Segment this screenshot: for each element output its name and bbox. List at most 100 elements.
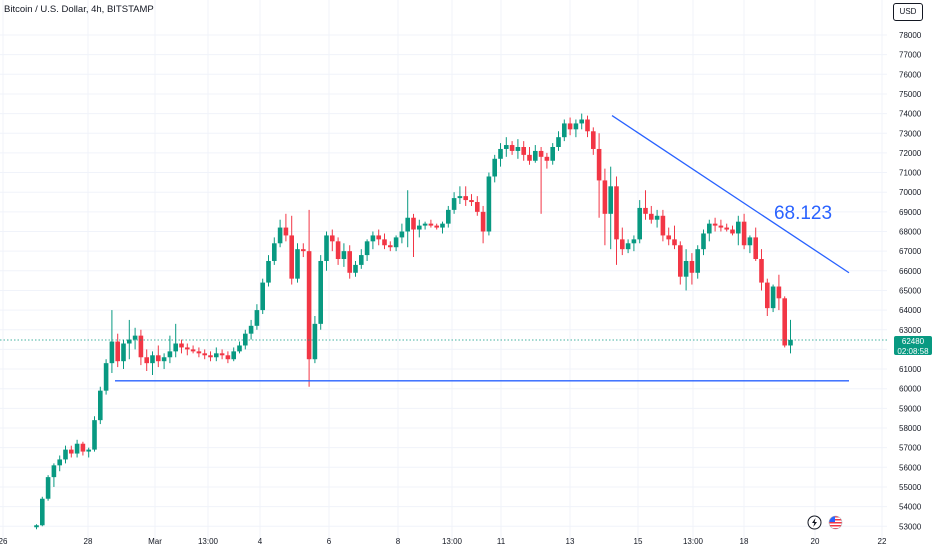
price-tick-label: 71000	[899, 169, 922, 178]
candle-body	[335, 241, 341, 260]
candle-body	[515, 147, 521, 151]
candle-body	[492, 158, 497, 177]
price-tick-label: 65000	[899, 286, 922, 295]
time-axis: 26 28 Mar 13:00 4 6 8 13:00 11 13 15 13:00 18 20 22	[0, 537, 887, 546]
bar-countdown: 02:08:58	[897, 347, 929, 356]
price-tick-label: 77000	[899, 51, 922, 60]
candle-body	[127, 339, 132, 344]
candle-body	[219, 353, 225, 356]
candle-body	[625, 243, 631, 250]
candle-body	[770, 286, 776, 309]
trend-line	[611, 115, 850, 274]
candle-body	[179, 343, 184, 348]
candle-body	[649, 213, 654, 220]
time-tick-label: 20	[811, 537, 820, 546]
candle-body	[214, 353, 219, 358]
candle-body	[695, 249, 700, 273]
time-tick-label: 13	[566, 537, 575, 546]
time-tick-label: 4	[258, 537, 263, 546]
time-tick-label: 26	[0, 537, 8, 546]
time-tick-label: 8	[396, 537, 401, 546]
candle-body	[736, 221, 741, 234]
candles	[34, 113, 793, 530]
candle-body	[672, 239, 677, 246]
candle-body	[393, 237, 399, 248]
time-tick-label: 13:00	[683, 537, 704, 546]
candle-body	[533, 150, 538, 161]
grid	[0, 0, 887, 540]
time-tick-label: 18	[740, 537, 749, 546]
candle-body	[324, 235, 329, 261]
candle-body	[417, 225, 422, 230]
candle-body	[283, 227, 289, 236]
candle-body	[202, 353, 207, 356]
candle-body	[51, 465, 57, 478]
candle-body	[167, 351, 173, 358]
time-tick-label: 13:00	[442, 537, 463, 546]
candle-body	[614, 186, 619, 240]
candle-body	[556, 137, 561, 148]
candle-body	[741, 221, 747, 246]
candle-body	[341, 251, 347, 260]
candle-body	[567, 123, 573, 130]
candle-body	[654, 215, 660, 220]
candle-body	[631, 239, 637, 244]
price-tick-label: 68000	[899, 228, 922, 237]
candle-body	[115, 341, 120, 362]
candle-body	[86, 449, 91, 452]
candle-body	[109, 341, 115, 364]
candle-body	[498, 148, 503, 159]
candle-body	[469, 200, 474, 203]
currency-button[interactable]: USD	[893, 3, 923, 21]
candle-body	[144, 357, 149, 364]
trend-annotation: 68.123	[774, 203, 832, 224]
candle-body	[40, 498, 45, 526]
candle-body	[463, 196, 468, 201]
candle-body	[689, 260, 695, 273]
candle-body	[161, 357, 167, 362]
candle-body	[330, 235, 335, 242]
candle-body	[80, 443, 86, 452]
us-flag-icon[interactable]	[828, 515, 843, 530]
candle-body	[138, 335, 144, 358]
price-tick-label: 75000	[899, 90, 922, 99]
candle-body	[765, 282, 770, 309]
time-tick-label: 22	[878, 537, 887, 546]
candle-body	[312, 323, 318, 360]
candle-body	[364, 241, 370, 256]
candle-body	[451, 198, 457, 210]
candle-body	[759, 259, 764, 283]
candle-body	[45, 477, 51, 499]
time-tick-label: 11	[497, 537, 506, 546]
time-tick-label: 15	[634, 537, 643, 546]
candle-body	[359, 255, 364, 265]
candle-body	[428, 223, 434, 226]
candle-body	[660, 215, 666, 236]
candle-body	[376, 235, 381, 240]
candle-body	[434, 225, 439, 228]
candle-body	[185, 347, 190, 350]
candle-body	[585, 119, 590, 132]
candle-body	[718, 225, 724, 228]
candle-body	[538, 150, 544, 157]
time-tick-label: 13:00	[198, 537, 219, 546]
time-tick-label: 6	[327, 537, 332, 546]
candle-body	[620, 239, 625, 250]
candle-body	[34, 525, 39, 528]
price-tick-label: 73000	[899, 129, 922, 138]
candle-body	[753, 237, 758, 260]
candle-body	[295, 249, 300, 279]
lightning-icon[interactable]	[807, 515, 822, 530]
candle-body	[788, 339, 793, 346]
candle-body	[707, 223, 712, 234]
candle-body	[63, 449, 68, 460]
candle-body	[776, 286, 782, 299]
candle-body	[509, 145, 515, 151]
candle-body	[730, 229, 735, 234]
candle-body	[353, 264, 358, 273]
candle-body	[347, 251, 352, 273]
candle-body	[254, 310, 260, 326]
candle-body	[701, 233, 706, 250]
candle-body	[69, 449, 74, 454]
